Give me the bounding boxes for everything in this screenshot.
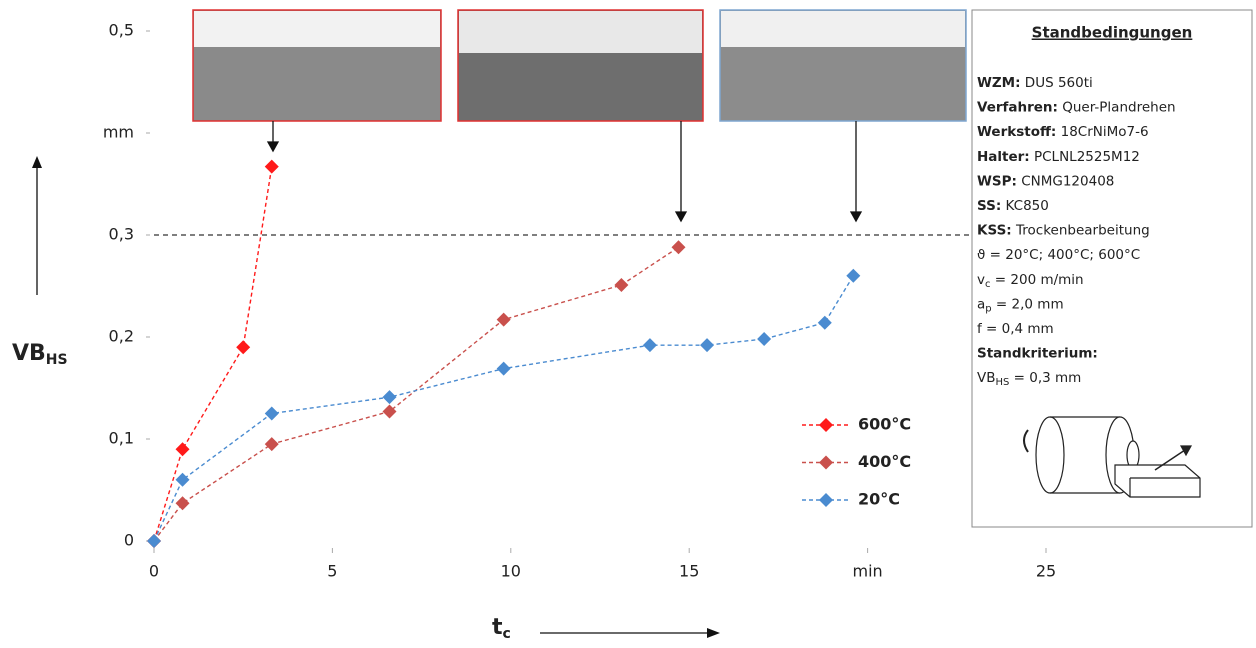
- info-lines: WZM: DUS 560ti Verfahren: Quer-Plandrehen…: [977, 75, 1176, 388]
- data-point: [817, 315, 832, 330]
- info-sub: c: [985, 279, 991, 290]
- info-value: KC850: [1001, 198, 1049, 214]
- legend-marker: [819, 493, 833, 507]
- info-sub: p: [985, 303, 991, 314]
- series-line: [153, 166, 273, 542]
- x-label-sub: c: [503, 626, 511, 642]
- info-key: SS:: [977, 198, 1001, 214]
- x-label: t: [492, 615, 503, 640]
- arrows: [266, 121, 863, 223]
- data-point: [147, 534, 161, 548]
- data-point: [496, 312, 511, 327]
- info-key: WZM:: [977, 75, 1021, 91]
- info-line: SS: KC850: [977, 198, 1049, 214]
- y-tick-label: 0,2: [109, 327, 134, 346]
- info-sub: HS: [996, 377, 1010, 388]
- legend-marker: [819, 455, 833, 470]
- info-after: = 2,0 mm: [992, 296, 1064, 312]
- y-arrow-head: [32, 156, 42, 168]
- info-line: ϑ = 20°C; 400°C; 600°C: [977, 247, 1140, 263]
- info-line: Halter: PCLNL2525M12: [977, 149, 1140, 165]
- x-axis-title: tc: [492, 615, 511, 642]
- x-tick-label: 25: [1036, 562, 1056, 581]
- photo-bg: [459, 11, 702, 53]
- x-tick-label: 10: [501, 562, 521, 581]
- photo-bg: [194, 11, 440, 47]
- info-key: Standkriterium:: [977, 346, 1098, 362]
- info-line: ap = 2,0 mm: [977, 296, 1064, 314]
- info-title: Standbedingungen: [1032, 24, 1193, 42]
- info-line: Verfahren: Quer-Plandrehen: [977, 100, 1176, 116]
- info-line: VBHS = 0,3 mm: [977, 370, 1081, 388]
- data-point: [671, 240, 686, 255]
- info-value: VB: [977, 370, 996, 386]
- data-point: [757, 332, 772, 347]
- y-tick-label: 0,1: [109, 429, 134, 448]
- info-after: = 0,3 mm: [1009, 370, 1081, 386]
- data-point: [236, 340, 251, 355]
- x-tick-label: 0: [149, 562, 159, 581]
- info-key: KSS:: [977, 223, 1012, 239]
- data-point: [700, 338, 715, 353]
- photos: [192, 9, 967, 223]
- y-tick-label: 0,3: [109, 225, 134, 244]
- info-value: DUS 560ti: [1021, 75, 1093, 91]
- info-key: WSP:: [977, 173, 1017, 189]
- data-point: [175, 496, 190, 511]
- info-line: WSP: CNMG120408: [977, 173, 1114, 189]
- legend-label: 600°C: [858, 415, 911, 434]
- info-value: f = 0,4 mm: [977, 321, 1054, 337]
- info-value: ϑ = 20°C; 400°C; 600°C: [977, 247, 1140, 263]
- info-key: Halter:: [977, 149, 1030, 165]
- x-arrow-head: [707, 628, 720, 638]
- data-point: [175, 472, 190, 487]
- info-value: a: [977, 296, 985, 312]
- info-after: = 200 m/min: [991, 272, 1084, 288]
- legend-marker: [819, 418, 833, 432]
- data-point: [642, 338, 657, 353]
- info-value: Trockenbearbeitung: [1012, 223, 1150, 239]
- legend-label: 20°C: [858, 490, 900, 509]
- photo-bg: [721, 11, 965, 47]
- info-value: PCLNL2525M12: [1030, 149, 1140, 165]
- data-point: [846, 268, 861, 283]
- y-tick-label: 0,5: [109, 21, 134, 40]
- info-value: CNMG120408: [1017, 173, 1114, 189]
- data-point: [264, 437, 279, 452]
- info-key: Verfahren:: [977, 100, 1058, 116]
- info-key: Werkstoff:: [977, 124, 1056, 140]
- series-line: [153, 246, 679, 542]
- info-line: Standkriterium:: [977, 346, 1098, 362]
- series-line: [153, 275, 854, 542]
- data-point: [264, 159, 279, 174]
- y-axis-title: VBHS: [12, 341, 68, 368]
- info-value: Quer-Plandrehen: [1058, 100, 1176, 116]
- legend-label: 400°C: [858, 452, 911, 471]
- x-tick-label: 5: [327, 562, 337, 581]
- y-tick-label: 0: [124, 531, 134, 550]
- y-tick-label: mm: [103, 123, 134, 142]
- x-tick-label: min: [853, 562, 883, 581]
- turning-sketch: [1023, 416, 1201, 498]
- x-tick-label: 15: [679, 562, 699, 581]
- data-point: [382, 404, 397, 419]
- info-value: v: [977, 272, 985, 288]
- info-value: 18CrNiMo7-6: [1056, 124, 1148, 140]
- data-point: [175, 442, 190, 457]
- info-line: vc = 200 m/min: [977, 272, 1084, 290]
- y-label: VB: [12, 341, 46, 366]
- info-line: f = 0,4 mm: [977, 321, 1054, 337]
- info-line: Werkstoff: 18CrNiMo7-6: [977, 124, 1149, 140]
- info-line: WZM: DUS 560ti: [977, 75, 1093, 91]
- data-point: [614, 277, 629, 292]
- y-label-sub: HS: [46, 352, 68, 368]
- data-point: [382, 390, 397, 405]
- data-point: [496, 361, 511, 376]
- info-line: KSS: Trockenbearbeitung: [977, 223, 1150, 239]
- data-point: [264, 406, 279, 421]
